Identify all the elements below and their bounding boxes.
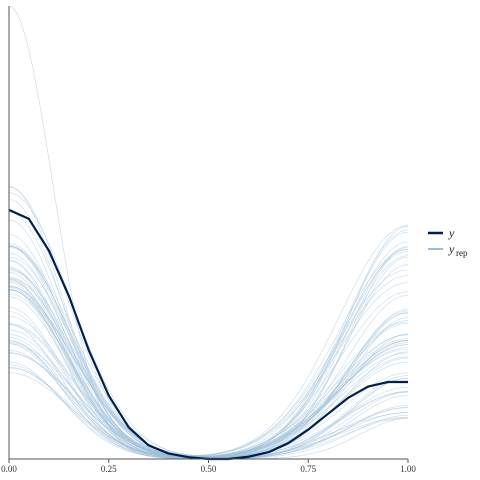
y-rep-line	[8, 219, 409, 459]
legend: y y rep	[428, 226, 468, 258]
legend-yrep-subscript: rep	[456, 248, 468, 258]
y-rep-line	[8, 231, 409, 459]
legend-y-label: y	[448, 226, 455, 240]
x-tick-label: 0.50	[201, 464, 217, 474]
y-rep-line	[8, 229, 409, 457]
x-tick-label: 0.00	[1, 464, 17, 474]
x-axis-ticks: 0.00 0.25 0.50 0.75 1.00	[1, 459, 416, 474]
y-rep-line	[8, 291, 409, 458]
y-rep-line	[8, 271, 409, 458]
x-tick-label: 1.00	[400, 464, 416, 474]
x-tick-label: 0.75	[300, 464, 316, 474]
legend-yrep-label: y	[448, 242, 455, 256]
x-tick-label: 0.25	[101, 464, 117, 474]
y-rep-line	[8, 317, 409, 459]
y-rep-line	[8, 286, 409, 459]
y-rep-line	[8, 225, 409, 456]
y-rep-line	[8, 275, 409, 457]
y-rep-series-group	[8, 5, 409, 460]
